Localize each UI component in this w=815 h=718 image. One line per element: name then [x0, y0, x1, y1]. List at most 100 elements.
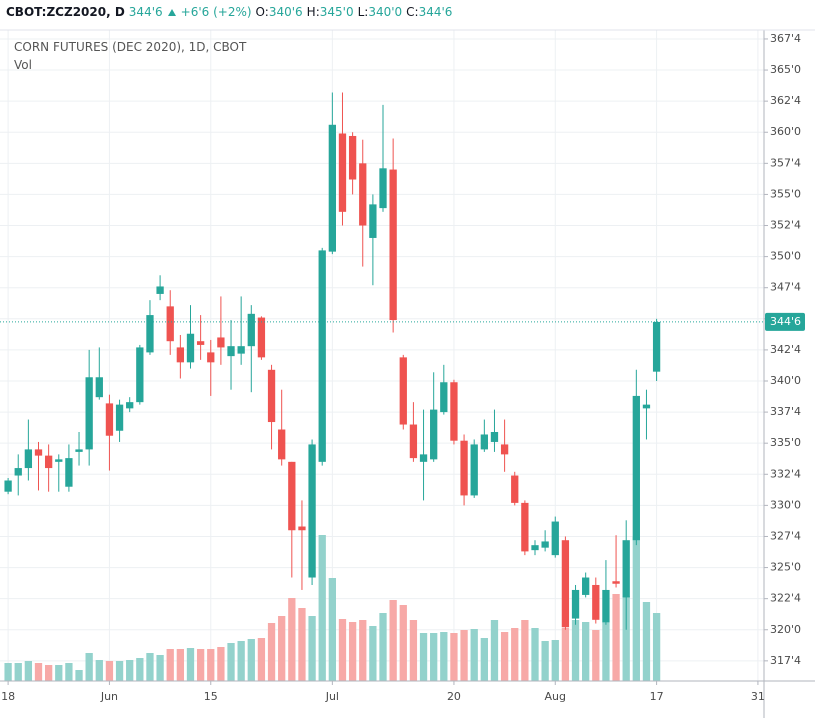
change: +6'6 (+2%)	[180, 5, 252, 19]
candle-body	[166, 306, 174, 342]
candle-body	[490, 431, 499, 442]
volume-bar	[480, 638, 488, 681]
last-price: 344'6	[128, 5, 163, 19]
volume-bar	[24, 661, 33, 681]
open-value: 340'6	[268, 5, 303, 19]
volume-bar	[359, 620, 367, 681]
volume-bar	[14, 663, 22, 681]
x-tick-label: 15	[204, 690, 218, 703]
volume-bar	[338, 619, 347, 681]
candle-body	[440, 382, 448, 413]
volume-bar	[105, 661, 114, 681]
last-price-label: 344'6	[770, 315, 801, 328]
high-value: 345'0	[319, 5, 354, 19]
x-tick-label: Jun	[100, 690, 118, 703]
volume-bar	[642, 602, 651, 681]
volume-bar	[369, 626, 377, 681]
candle-body	[470, 444, 478, 496]
volume-bar	[602, 622, 610, 681]
grid	[0, 30, 764, 681]
last-price-box	[765, 312, 805, 331]
y-tick-label: 337'4	[770, 405, 801, 418]
volume-bar	[237, 641, 245, 681]
candle-body	[541, 541, 549, 548]
candle-body	[288, 461, 296, 531]
volume-bar	[136, 658, 144, 681]
volume-bar	[652, 613, 661, 681]
volume-bar	[430, 633, 438, 681]
volume-bar	[166, 649, 174, 681]
candle-body	[227, 346, 235, 357]
volume-bar	[379, 613, 387, 681]
volume-bar	[267, 623, 276, 681]
candles	[4, 92, 661, 630]
axes: 317'4 320'0 322'4 325'0 327'4 330'0 332'4 335'0…	[0, 32, 805, 703]
volume-bar	[500, 632, 509, 681]
candle-body	[176, 347, 185, 363]
volume-bar	[4, 663, 12, 681]
y-tick-label: 332'4	[770, 467, 801, 480]
candle-body	[318, 250, 326, 462]
volume-bar	[389, 600, 397, 681]
y-tick-label: 335'0	[770, 436, 801, 449]
candle-body	[267, 369, 276, 423]
volume-bar	[531, 628, 539, 681]
volume-bar	[156, 655, 164, 681]
candle-body	[652, 321, 661, 372]
candle-body	[186, 333, 195, 363]
volume-bar	[278, 616, 286, 681]
candle-body	[65, 458, 73, 487]
x-tick-label: Jul	[325, 690, 339, 703]
candle-body	[450, 382, 458, 441]
volume-bar	[409, 620, 418, 681]
candle-body	[460, 440, 468, 496]
volume-bar	[440, 632, 448, 681]
volume-bar	[551, 640, 559, 681]
candle-body	[217, 337, 225, 348]
candle-body	[105, 403, 114, 436]
volume-bar	[511, 628, 519, 681]
volume-bar	[632, 537, 640, 681]
candle-body	[622, 540, 630, 598]
open-label: O:	[255, 5, 269, 19]
volume-bar	[186, 648, 195, 681]
close-label: C:	[406, 5, 419, 19]
y-tick-label: 325'0	[770, 561, 801, 574]
volume-bar	[541, 641, 549, 681]
volume-bar	[55, 665, 63, 681]
volume-bar	[561, 628, 570, 681]
volume-bar	[612, 594, 620, 681]
volume-bar	[34, 663, 43, 681]
candle-body	[511, 475, 519, 503]
volume-bar	[460, 630, 468, 681]
x-tick-label: Aug	[545, 690, 566, 703]
candle-body	[632, 395, 640, 541]
volume-bar	[328, 578, 336, 681]
volume-bar	[348, 622, 357, 681]
x-tick-label: 20	[447, 690, 461, 703]
up-arrow	[167, 8, 176, 16]
candle-body	[379, 168, 387, 209]
candle-body	[156, 286, 164, 294]
candle-body	[196, 341, 205, 345]
candle-body	[430, 409, 438, 460]
y-tick-label: 347'4	[770, 281, 801, 294]
volume-bar	[217, 647, 225, 681]
candle-body	[521, 502, 529, 552]
candle-body	[136, 347, 144, 403]
candle-body	[95, 377, 103, 398]
y-tick-label: 357'4	[770, 156, 801, 169]
volume-pane	[4, 535, 661, 681]
y-tick-label: 327'4	[770, 529, 801, 542]
candle-body	[237, 346, 245, 354]
volume-bar	[419, 633, 428, 681]
volume-bar	[176, 649, 185, 681]
candle-body	[500, 444, 509, 455]
candle-body	[298, 526, 306, 531]
candle-body	[480, 434, 488, 450]
y-tick-label: 360'0	[770, 125, 801, 138]
volume-bar	[146, 653, 154, 681]
candle-body	[247, 313, 255, 347]
